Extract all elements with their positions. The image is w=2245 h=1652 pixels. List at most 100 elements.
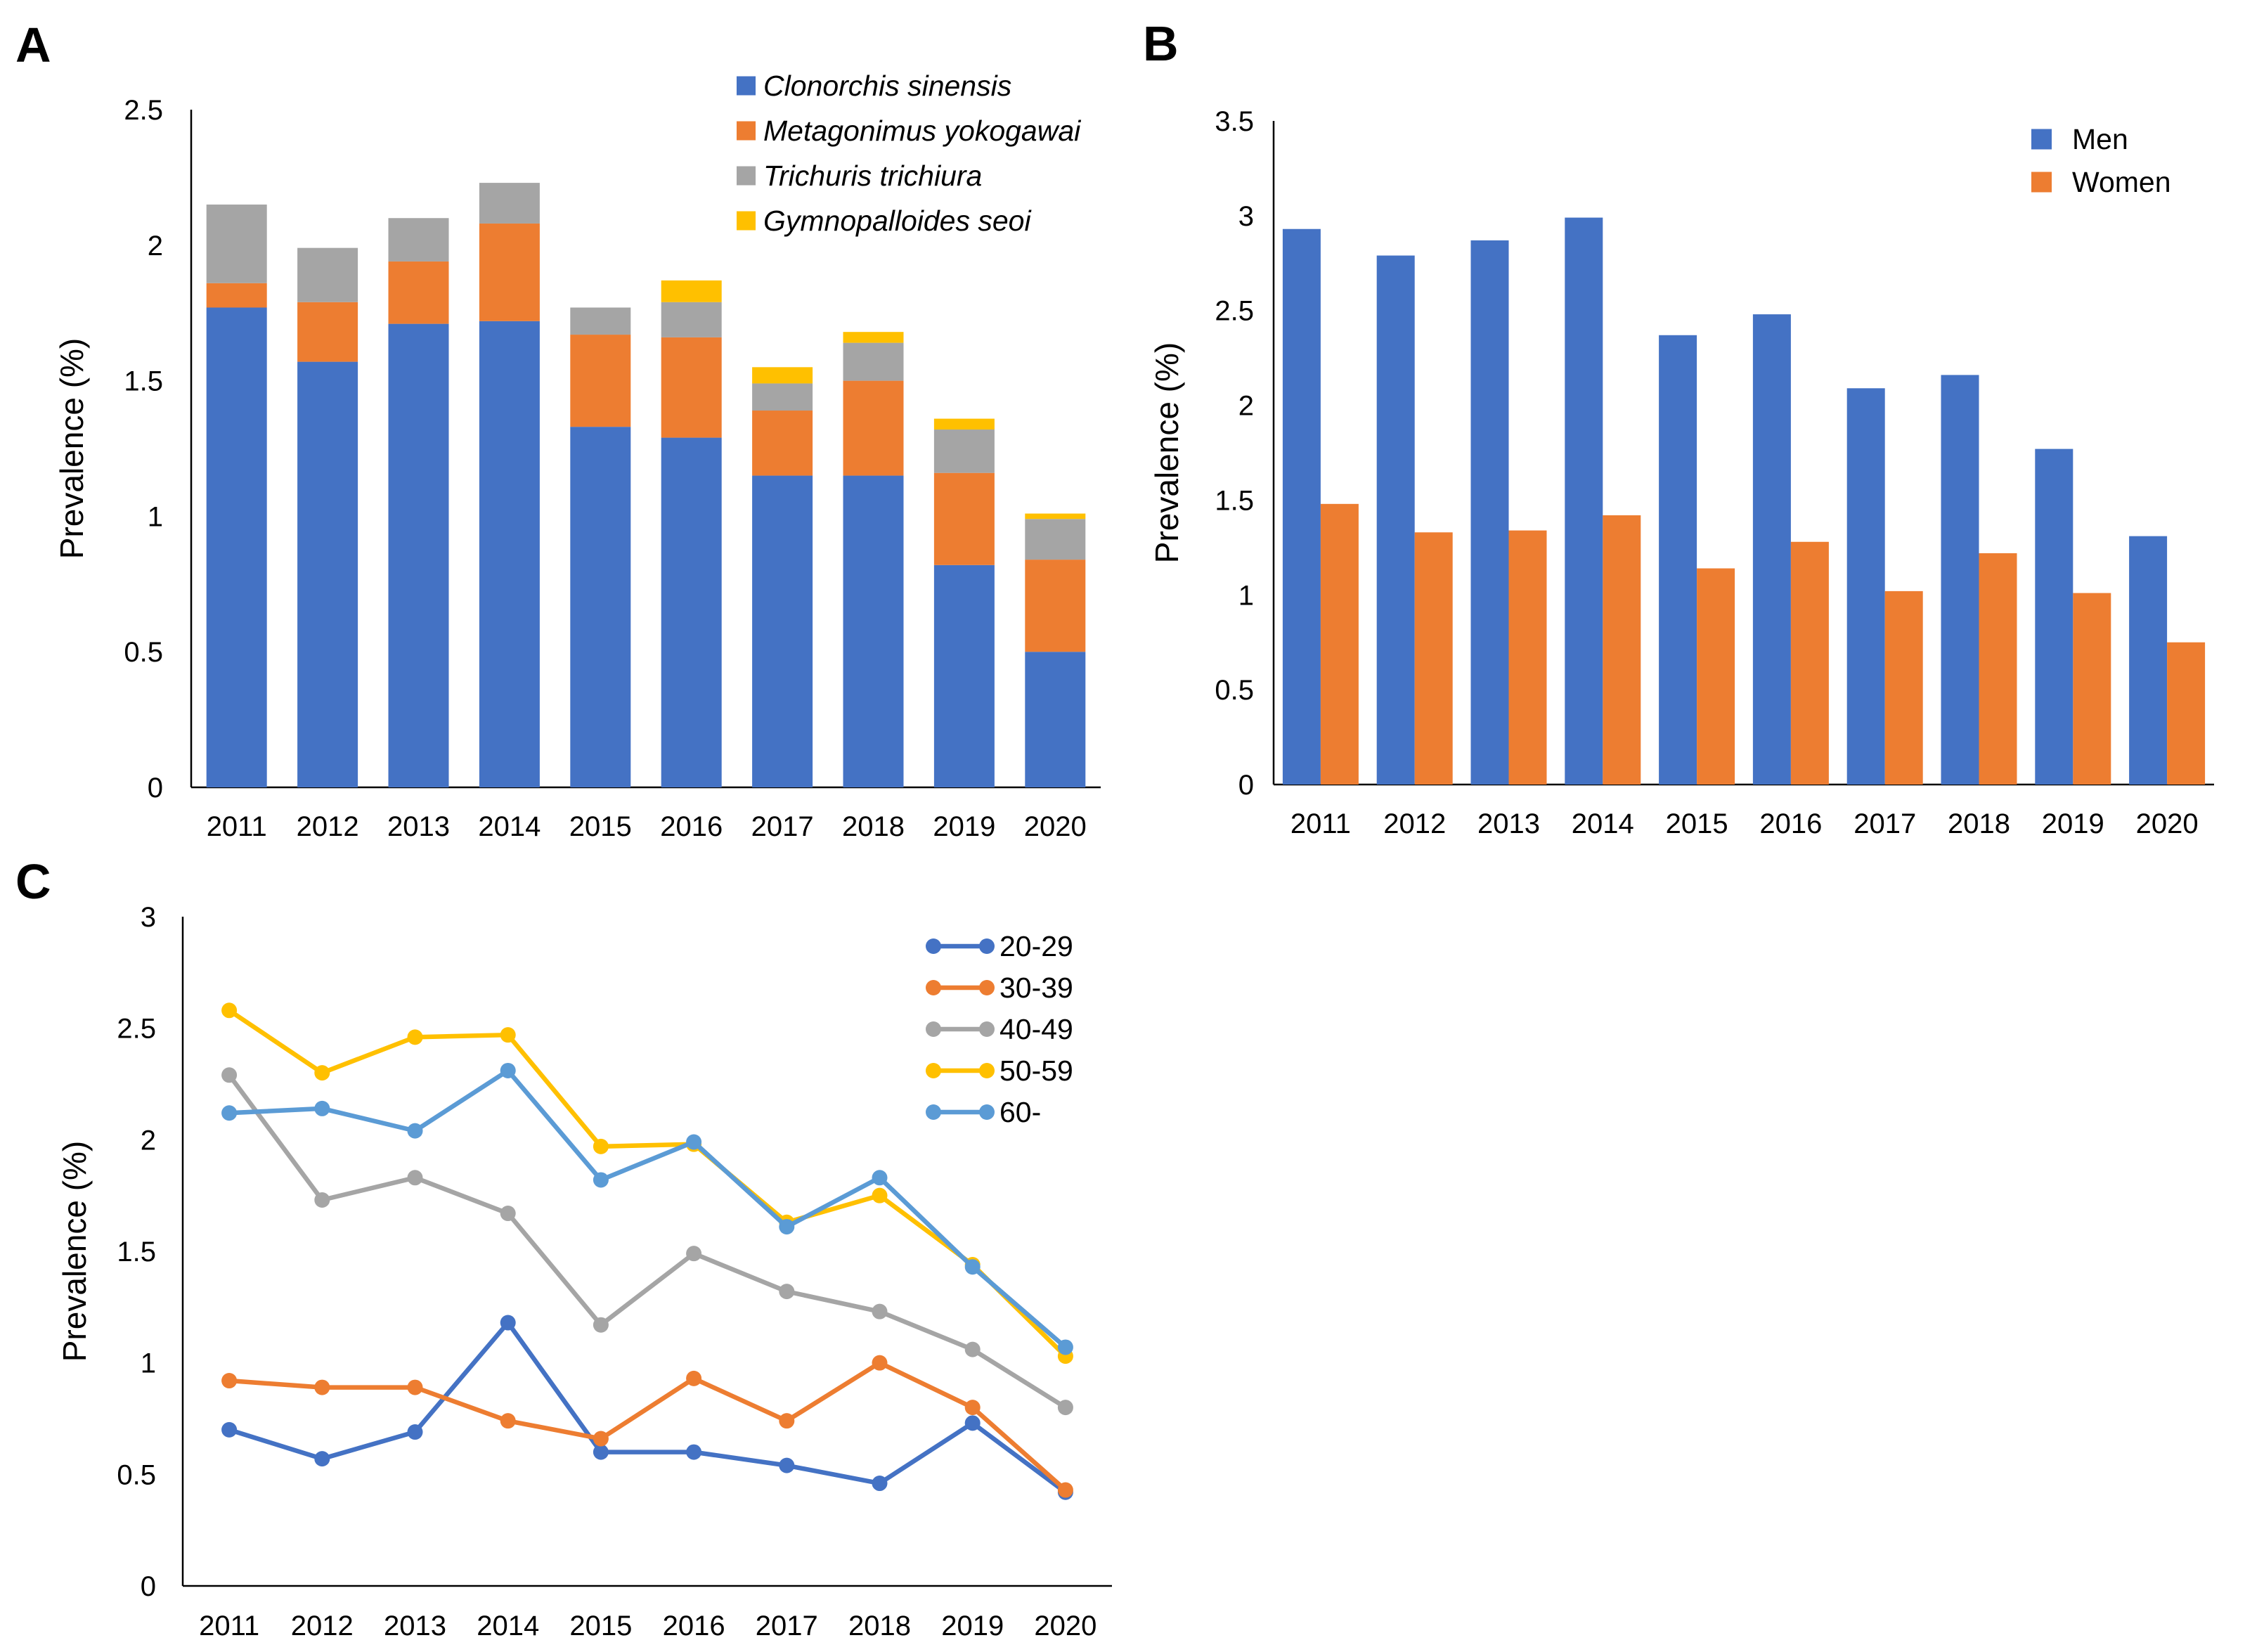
panel-label-c: C	[15, 854, 51, 909]
data-point	[964, 1400, 981, 1416]
y-tick-label: 1.5	[1215, 485, 1254, 516]
x-tick-label: 2012	[1383, 808, 1446, 839]
data-point	[221, 1067, 238, 1083]
bar	[2073, 593, 2111, 785]
bar-segment	[570, 335, 631, 427]
data-point	[779, 1284, 795, 1300]
bar-segment	[388, 218, 449, 262]
series-line	[226, 1068, 1068, 1350]
bar	[1884, 591, 1923, 785]
y-tick-label: 1	[1238, 580, 1254, 611]
x-tick-label: 2020	[1024, 811, 1087, 842]
x-tick-label: 2015	[1666, 808, 1728, 839]
legend-swatch	[737, 211, 756, 231]
bar-segment	[206, 283, 267, 308]
bar	[2167, 642, 2206, 785]
y-tick-label: 1	[148, 501, 163, 532]
y-tick-label: 3	[1238, 201, 1254, 232]
legend-label: Women	[2072, 166, 2171, 198]
legend-marker	[926, 980, 941, 995]
bar	[2035, 449, 2073, 785]
bar-segment	[752, 475, 813, 787]
x-tick-label: 2017	[756, 1611, 818, 1641]
data-point	[872, 1187, 888, 1203]
legend-swatch	[737, 166, 756, 186]
bar-segment	[1025, 652, 1086, 787]
bar-segment	[479, 321, 540, 787]
data-point	[964, 1341, 981, 1357]
x-tick-label: 2012	[297, 811, 359, 842]
data-point	[593, 1431, 609, 1447]
x-tick-label: 2014	[1572, 808, 1634, 839]
x-tick-label: 2015	[569, 811, 632, 842]
data-point	[407, 1379, 423, 1395]
data-point	[221, 1105, 238, 1121]
x-tick-label: 2020	[2136, 808, 2199, 839]
x-tick-label: 2014	[477, 1611, 539, 1641]
x-tick-label: 2019	[2042, 808, 2104, 839]
chart-b: 0 0.5 1 1.5 2 2.5 3 3.5 2011 2012 2013 2014 2015 2016…	[1149, 106, 2214, 839]
bar	[1508, 530, 1547, 785]
data-point	[779, 1219, 795, 1235]
bar-segment	[570, 307, 631, 335]
bar-segment	[479, 183, 540, 224]
y-tick-label: 2.5	[1215, 296, 1254, 327]
y-tick-label: 0	[148, 773, 163, 804]
data-point	[686, 1246, 702, 1262]
bar-segment	[479, 223, 540, 321]
legend-marker	[926, 1021, 941, 1037]
series-line	[226, 1360, 1068, 1492]
x-tick-label: 2020	[1034, 1611, 1096, 1641]
data-point	[407, 1424, 423, 1440]
bar	[1790, 541, 1829, 785]
data-point	[872, 1355, 888, 1371]
legend-marker	[979, 1021, 995, 1037]
data-point	[500, 1062, 516, 1078]
bar-segment	[933, 430, 995, 473]
legend-marker	[979, 1063, 995, 1078]
data-point	[314, 1192, 330, 1208]
legend-swatch	[2031, 172, 2052, 193]
bar-segment	[1025, 513, 1086, 520]
series-line	[226, 1320, 1068, 1495]
x-tick-label: 2016	[660, 811, 723, 842]
legend-label: 50-59	[999, 1054, 1073, 1087]
x-tick-label: 2018	[842, 811, 905, 842]
bar	[1565, 217, 1603, 785]
y-axis-label: Prevalence (%)	[1149, 342, 1185, 563]
data-point	[314, 1451, 330, 1467]
data-point	[500, 1027, 516, 1043]
data-point	[407, 1170, 423, 1186]
y-tick-label: 2.5	[117, 1014, 156, 1045]
bar-segment	[752, 367, 813, 384]
data-point	[500, 1206, 516, 1222]
legend-label: Gymnopalloides seoi	[763, 205, 1032, 237]
data-point	[779, 1457, 795, 1473]
y-tick-label: 2.5	[124, 95, 163, 126]
legend-label: 40-49	[999, 1013, 1073, 1045]
legend-label: Clonorchis sinensis	[763, 70, 1011, 102]
y-tick-label: 2	[141, 1125, 156, 1156]
y-tick-label: 3	[141, 902, 156, 933]
legend-swatch	[2031, 129, 2052, 150]
y-axis-label: Prevalence (%)	[53, 338, 90, 559]
x-tick-label: 2017	[751, 811, 814, 842]
bar	[1414, 532, 1453, 785]
bar	[2129, 536, 2168, 785]
x-tick-label: 2014	[478, 811, 541, 842]
y-tick-label: 1.5	[124, 366, 163, 397]
data-point	[221, 1421, 238, 1438]
x-tick-label: 2012	[291, 1611, 354, 1641]
y-tick-label: 2	[1238, 391, 1254, 422]
y-tick-label: 0	[141, 1571, 156, 1602]
data-point	[407, 1029, 423, 1045]
bar-segment	[933, 418, 995, 430]
panel-label-a: A	[15, 18, 51, 72]
legend-marker	[979, 938, 995, 954]
data-point	[593, 1317, 609, 1333]
data-point	[1057, 1482, 1073, 1498]
y-tick-label: 0.5	[1215, 675, 1254, 706]
y-tick-label: 1	[141, 1348, 156, 1379]
legend-swatch	[737, 121, 756, 141]
